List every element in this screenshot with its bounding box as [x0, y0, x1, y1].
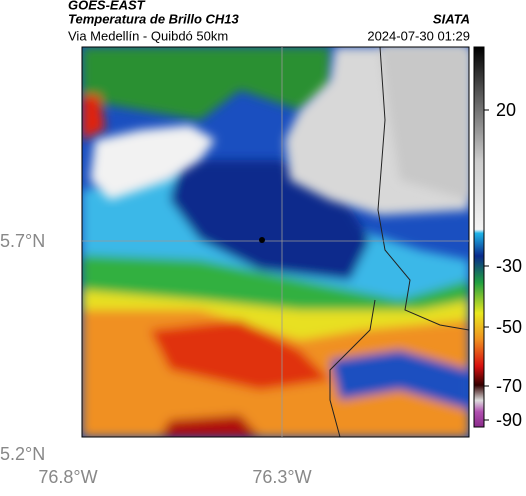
colorbar-label: -30	[496, 256, 522, 276]
location-marker	[259, 237, 265, 243]
lat-label: 5.7°N	[0, 231, 45, 251]
lat-label: 5.2°N	[0, 444, 45, 464]
colorbar-label: 20	[496, 100, 516, 120]
agency: SIATA	[433, 11, 470, 26]
colorbar	[473, 46, 485, 428]
source: GOES-EAST	[68, 0, 146, 12]
colorbar-ticks	[484, 109, 489, 421]
region: Via Medellín - Quibdó 50km	[68, 28, 228, 43]
colorbar-label: -90	[496, 410, 522, 430]
timestamp: 2024-07-30 01:29	[367, 28, 470, 43]
title: Temperatura de Brillo CH13	[68, 11, 240, 26]
satellite-image	[82, 47, 469, 437]
colorbar-label: -50	[496, 317, 522, 337]
lon-label: 76.8°W	[38, 467, 97, 487]
colorbar-label: -70	[496, 376, 522, 396]
lon-label: 76.3°W	[252, 467, 311, 487]
map-frame	[81, 46, 470, 438]
